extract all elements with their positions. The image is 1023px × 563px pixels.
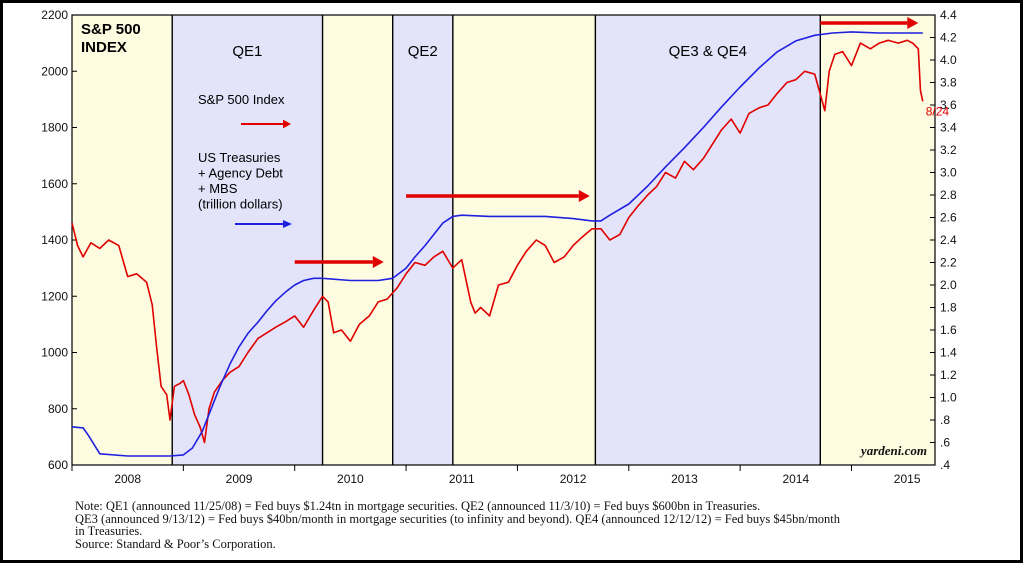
right-tick-label-1: .6: [940, 436, 950, 450]
legend-treasuries-label-2: + MBS: [198, 181, 238, 196]
qe-period-bands: [72, 15, 935, 465]
right-tick-label-20: 4.4: [940, 8, 957, 22]
period-band-5: [595, 15, 821, 465]
right-tick-label-10: 2.4: [940, 233, 957, 247]
x-tick-label-2011: 2011: [449, 472, 475, 486]
plateau-arrow-2015-head: [907, 16, 919, 30]
plateau-arrow-2010: [294, 255, 384, 269]
note-line-3: in Treasuries.: [75, 524, 143, 538]
period-band-6: [820, 15, 935, 465]
plateau-arrow-2011-head: [578, 189, 590, 203]
band-label-qe2: QE2: [408, 43, 438, 60]
axis-ticks: 600 800 1000 1200 1400 1600 1800 2000 2200 .4 .6 .8…: [41, 8, 957, 486]
legend-sp500-arrow: [241, 119, 291, 129]
band-label-qe1: QE1: [232, 43, 262, 60]
right-tick-label-19: 4.2: [940, 31, 957, 45]
x-tick-label-2014: 2014: [782, 472, 809, 486]
right-tick-label-4: 1.2: [940, 368, 957, 382]
legend-sp500-label: S&P 500 Index: [198, 92, 285, 107]
legend-treasuries-arrowhead: [283, 220, 292, 228]
right-tick-label-16: 3.6: [940, 98, 957, 112]
right-tick-label-3: 1.0: [940, 391, 957, 405]
right-tick-label-9: 2.2: [940, 256, 957, 270]
x-tick-label-2009: 2009: [226, 472, 253, 486]
series-line-treasuries: [71, 31, 923, 457]
right-tick-label-14: 3.2: [940, 143, 957, 157]
plateau-arrow-2015: [820, 16, 919, 30]
right-tick-label-15: 3.4: [940, 121, 957, 135]
left-tick-label-4: 1400: [41, 233, 68, 247]
right-tick-label-12: 2.8: [940, 188, 957, 202]
note-line-2: QE3 (announced 9/13/12) = Fed buys $40bn…: [75, 511, 841, 526]
right-tick-label-8: 2.0: [940, 278, 957, 292]
x-tick-label-2013: 2013: [671, 472, 698, 486]
right-tick-label-6: 1.6: [940, 323, 957, 337]
right-tick-label-7: 1.8: [940, 301, 957, 315]
chart-frame: 600 800 1000 1200 1400 1600 1800 2000 2200 .4 .6 .8…: [3, 3, 1020, 560]
chart-footnote: Note: QE1 (announced 11/25/08) = Fed buy…: [75, 500, 975, 550]
x-tick-label-2012: 2012: [560, 472, 587, 486]
legend-treasuries-label-1: + Agency Debt: [198, 166, 283, 181]
x-tick-label-2008: 2008: [114, 472, 141, 486]
period-band-4: [452, 15, 596, 465]
note-line-1: Note: QE1 (announced 11/25/08) = Fed buy…: [75, 499, 761, 513]
plateau-arrow-2011: [406, 189, 590, 203]
left-tick-label-3: 1200: [41, 289, 68, 303]
legend-sp500-arrow-head: [283, 119, 291, 129]
left-tick-label-2: 1000: [41, 346, 68, 360]
legend-treasuries-label-0: US Treasuries: [198, 150, 281, 165]
period-band-3: [392, 15, 453, 465]
right-tick-label-13: 3.0: [940, 166, 957, 180]
period-band-1: [172, 15, 323, 465]
right-tick-label-18: 4.0: [940, 53, 957, 67]
period-band-0: [72, 15, 173, 465]
right-tick-label-2: .8: [940, 413, 950, 427]
left-tick-label-7: 2000: [41, 64, 68, 78]
source-line: Source: Standard & Poor’s Corporation.: [75, 536, 276, 551]
x-tick-label-2010: 2010: [337, 472, 364, 486]
chart-title-line-2: INDEX: [81, 39, 127, 56]
last-date-annotation: 8/24: [926, 104, 950, 118]
legend-treasuries-label-3: (trillion dollars): [198, 197, 283, 212]
series-line-sp500: [71, 39, 924, 444]
left-tick-label-1: 800: [48, 402, 68, 416]
band-label-qe3-qe4: QE3 & QE4: [669, 43, 747, 60]
source-credit: yardeni.com: [859, 443, 927, 458]
left-tick-label-0: 600: [48, 458, 68, 472]
right-tick-label-17: 3.8: [940, 76, 957, 90]
right-tick-label-0: .4: [940, 458, 950, 472]
left-tick-label-5: 1600: [41, 177, 68, 191]
x-tick-label-2015: 2015: [894, 472, 921, 486]
plateau-arrow-2010-head: [372, 255, 384, 269]
right-tick-label-11: 2.6: [940, 211, 957, 225]
chart-title-line-1: S&P 500: [81, 21, 141, 38]
data-lines: [71, 31, 924, 457]
sp500-qe-chart: 600 800 1000 1200 1400 1600 1800 2000 2200 .4 .6 .8…: [41, 8, 957, 486]
left-tick-label-6: 1800: [41, 121, 68, 135]
right-tick-label-5: 1.4: [940, 346, 957, 360]
period-band-2: [322, 15, 393, 465]
left-tick-label-8: 2200: [41, 8, 68, 22]
